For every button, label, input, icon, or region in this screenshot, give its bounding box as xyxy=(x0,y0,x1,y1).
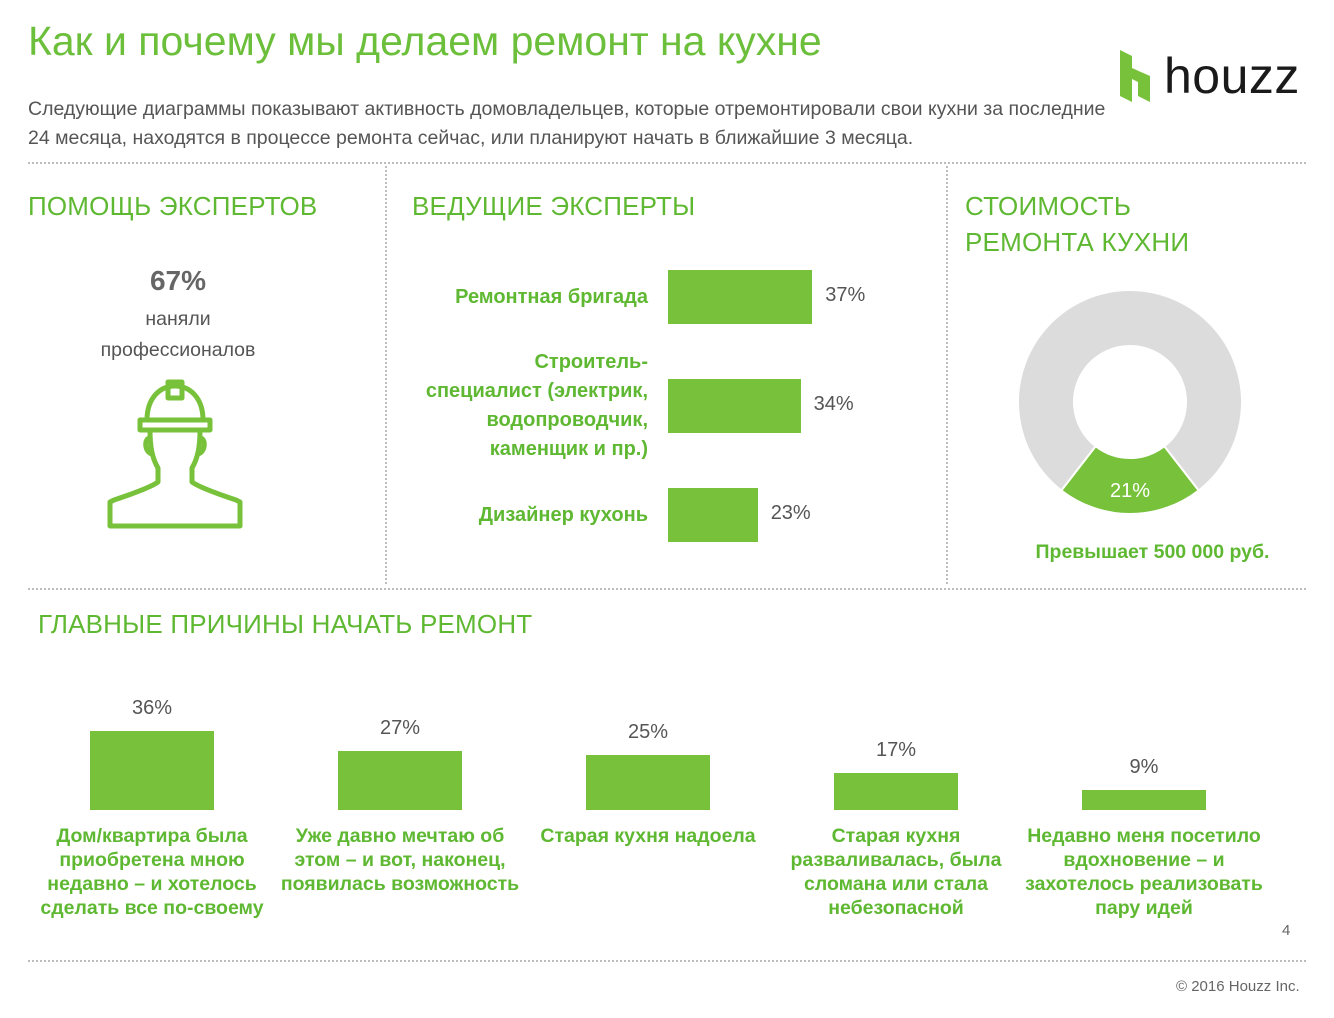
expert-help-title: ПОМОЩЬ ЭКСПЕРТОВ xyxy=(28,191,318,221)
reason-label-line: вдохновение – и xyxy=(1063,849,1225,871)
divider-top xyxy=(28,162,1306,164)
reason-bar xyxy=(586,755,710,810)
divider-vertical-2 xyxy=(946,166,948,584)
reason-label-line: появилась возможность xyxy=(280,873,520,895)
expert-label-line: каменщик и пр.) xyxy=(489,438,648,460)
donut-slice-rest xyxy=(1017,289,1243,492)
reason-label-line: Старая кухня надоела xyxy=(540,825,756,847)
donut-slice-highlight xyxy=(1059,444,1201,515)
reason-value-label: 36% xyxy=(131,696,173,719)
expert-label: Ремонтная бригада xyxy=(380,283,648,312)
reason-label-line: Дом/квартира была xyxy=(56,825,248,847)
lead-experts-title: ВЕДУЩИЕ ЭКСПЕРТЫ xyxy=(412,191,696,221)
worker-helmet-icon xyxy=(107,379,243,529)
expert-value-label: 23% xyxy=(770,502,811,524)
reason-value-label: 9% xyxy=(1129,756,1159,779)
reason-label-line: сломана или стала xyxy=(804,873,988,895)
reason-label-line: приобретена мною xyxy=(59,849,245,871)
divider-vertical-1 xyxy=(385,166,387,584)
page-title: Как и почему мы делаем ремонт на кухне xyxy=(28,18,822,64)
cost-donut-chart: 21% xyxy=(1017,289,1243,515)
expert-label-line: Ремонтная бригада xyxy=(455,285,648,308)
reason-value-label: 17% xyxy=(875,738,917,761)
reason-bar xyxy=(1082,790,1206,810)
reason-label-line: захотелось реализовать xyxy=(1025,873,1263,895)
reason-label-line: этом – и вот, наконец, xyxy=(294,849,506,871)
cost-caption: Превышает 500 000 руб. xyxy=(1035,541,1270,563)
reason-label: Старая кухня разваливалась, была сломана и… xyxy=(772,824,1020,920)
reason-bar xyxy=(90,730,214,810)
expert-bar xyxy=(668,488,758,542)
divider-middle xyxy=(28,588,1306,590)
houzz-logo: houzz xyxy=(1116,46,1306,106)
reason-label-line: Старая кухня xyxy=(831,825,961,847)
cost-title-line2: РЕМОНТА КУХНИ xyxy=(965,227,1190,257)
reason-bar xyxy=(338,750,462,810)
expert-label: Строитель-специалист (электрик, водопрово… xyxy=(380,348,648,464)
expert-help-line1: наняли xyxy=(145,308,211,330)
copyright: © 2016 Houzz Inc. xyxy=(1176,978,1300,995)
expert-value-label: 37% xyxy=(825,284,866,306)
houzz-logo-icon xyxy=(1120,50,1150,102)
donut-slice-label: 21% xyxy=(1110,480,1150,502)
houzz-logo-text: houzz xyxy=(1164,48,1300,104)
expert-bar xyxy=(668,379,801,433)
expert-help-line2: профессионалов xyxy=(100,339,256,361)
reason-label-line: недавно – и хотелось xyxy=(47,873,257,895)
expert-value-label: 34% xyxy=(813,393,854,415)
reason-label: Старая кухня надоела xyxy=(524,824,772,848)
cost-title-line1: СТОИМОСТЬ xyxy=(965,191,1132,221)
expert-label: Дизайнер кухонь xyxy=(380,501,648,530)
expert-help-percent: 67% xyxy=(149,265,207,296)
expert-label-line: Дизайнер кухонь xyxy=(478,503,648,526)
reason-label: Дом/квартира была приобретена мною недавно… xyxy=(28,824,276,920)
divider-bottom xyxy=(28,960,1306,962)
reason-label-line: пару идей xyxy=(1095,897,1193,919)
expert-label-line: Строитель- xyxy=(534,351,648,373)
expert-label-line: водопроводчик, xyxy=(486,409,648,431)
reason-label: Недавно меня посетило вдохновение – и захо… xyxy=(1020,824,1268,920)
expert-label-line: специалист (электрик, xyxy=(425,380,648,402)
reason-value-label: 27% xyxy=(379,716,421,739)
reason-label-line: Недавно меня посетило xyxy=(1027,825,1261,847)
reasons-title: ГЛАВНЫЕ ПРИЧИНЫ НАЧАТЬ РЕМОНТ xyxy=(38,609,533,639)
reason-label-line: разваливалась, была xyxy=(790,849,1002,871)
reason-label: Уже давно мечтаю об этом – и вот, наконец… xyxy=(276,824,524,896)
reason-label-line: небезопасной xyxy=(828,897,964,919)
expert-bar xyxy=(668,270,813,324)
reason-label-line: Уже давно мечтаю об xyxy=(295,825,505,847)
reason-value-label: 25% xyxy=(627,721,669,743)
page-subtitle: Следующие диаграммы показывают активност… xyxy=(28,98,1106,149)
reason-label-line: сделать все по-своему xyxy=(40,897,264,919)
page-number: 4 xyxy=(1282,922,1291,939)
reason-bar xyxy=(834,772,958,810)
